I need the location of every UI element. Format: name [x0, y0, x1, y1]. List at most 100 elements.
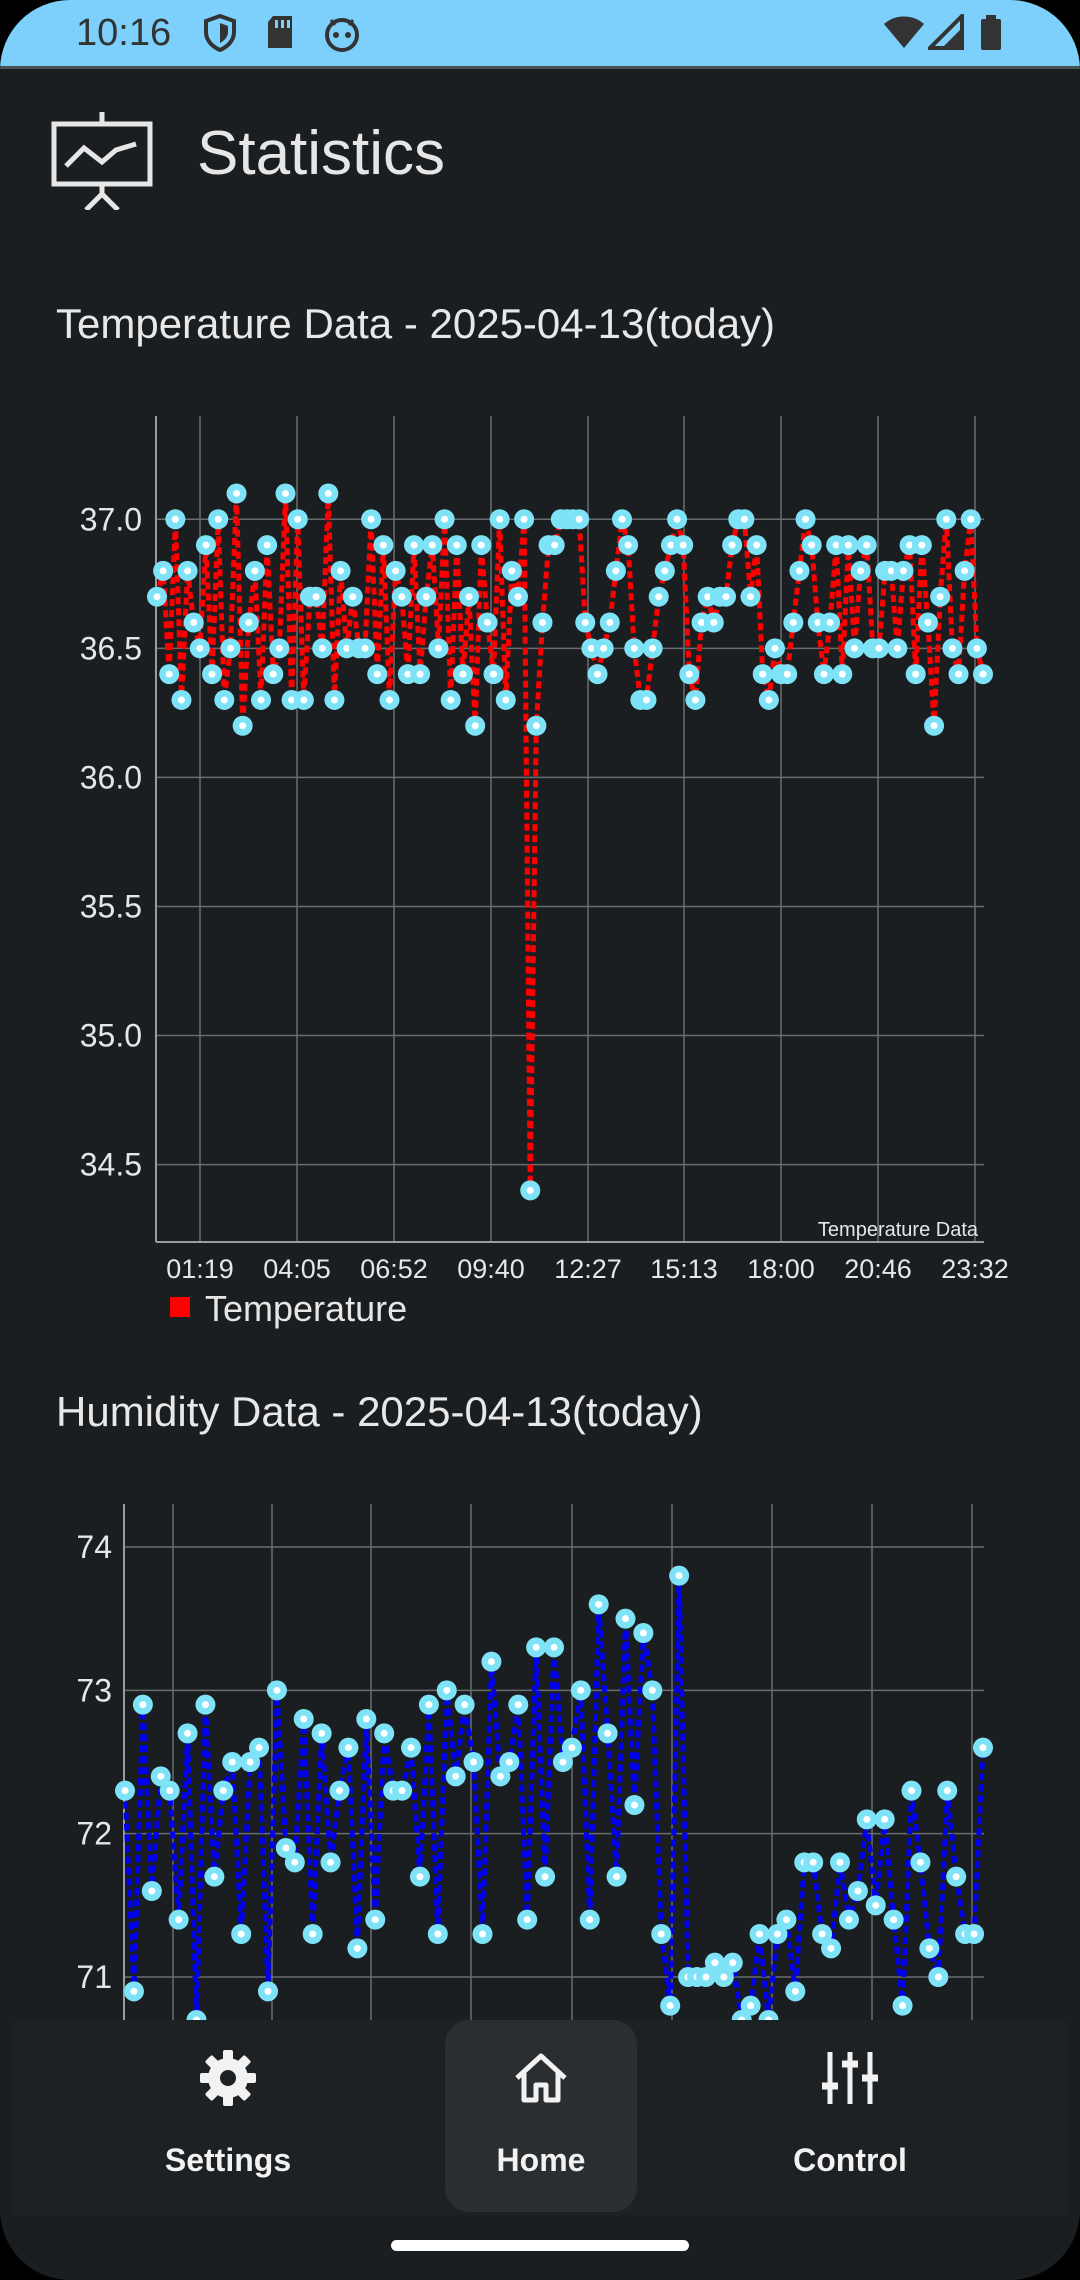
data-point-center: [906, 541, 914, 549]
temperature-chart[interactable]: 37.0 36.5 36.0 35.5 35.0 34.5 01:19 04:05 06:52 0…: [0, 400, 1080, 1340]
data-point-center: [318, 1729, 326, 1737]
data-point-center: [657, 1930, 665, 1938]
data-point-center: [398, 593, 406, 601]
data-point-center: [586, 1916, 594, 1924]
data-point-center: [854, 1887, 862, 1895]
data-point-center: [246, 1758, 254, 1766]
x-tick-label: 01:19: [166, 1254, 234, 1284]
data-point-center: [942, 515, 950, 523]
nav-home[interactable]: Home: [445, 2020, 637, 2212]
data-point-center: [541, 1873, 549, 1881]
legend-swatch: [170, 1297, 190, 1317]
data-point-center: [581, 619, 589, 626]
data-point-center: [487, 1658, 495, 1666]
data-point-center: [875, 644, 883, 652]
x-tick-label: 09:40: [457, 1254, 525, 1284]
data-point-center: [294, 515, 302, 523]
y-tick-label: 35.0: [80, 1018, 142, 1054]
y-tick-label: 36.0: [80, 759, 142, 795]
data-point-center: [890, 1916, 898, 1924]
x-tick-label: 18:00: [747, 1254, 815, 1284]
data-point-center: [827, 1944, 835, 1952]
data-point-center: [520, 515, 528, 523]
data-point-center: [202, 541, 210, 549]
chart-description: Temperature Data: [818, 1219, 979, 1241]
data-point-center: [979, 1744, 987, 1752]
app-bar: Statistics: [0, 66, 1080, 246]
gesture-handle[interactable]: [391, 2240, 689, 2251]
data-point-center: [765, 2016, 772, 2020]
x-tick-label: 04:05: [263, 1254, 331, 1284]
data-point-center: [196, 644, 204, 652]
data-point-center: [428, 541, 436, 549]
x-tick-label: 15:13: [650, 1254, 718, 1284]
data-point-center: [371, 1916, 379, 1924]
data-point-center: [245, 619, 253, 626]
data-point-center: [729, 1959, 737, 1967]
data-point-center: [795, 567, 803, 575]
data-point-center: [893, 644, 901, 652]
data-point-center: [514, 1701, 522, 1709]
data-point-center: [318, 644, 326, 652]
data-point-center: [239, 722, 247, 730]
data-point-center: [673, 515, 681, 523]
data-point-center: [166, 1787, 174, 1795]
data-point-center: [344, 1744, 352, 1752]
nav-control[interactable]: Control: [750, 2020, 950, 2215]
data-point-center: [300, 1715, 308, 1723]
nav-home-label: Home: [496, 2142, 586, 2178]
data-point-center: [175, 1916, 183, 1924]
data-point-center: [773, 1930, 781, 1938]
data-point-center: [808, 541, 816, 549]
data-point-center: [791, 1987, 799, 1995]
data-point-center: [398, 1787, 406, 1795]
gear-icon: [200, 2050, 256, 2106]
data-point-center: [461, 1701, 469, 1709]
data-point-center: [410, 541, 418, 549]
data-point-center: [872, 1901, 880, 1909]
data-point-center: [237, 1930, 245, 1938]
shield-icon: [204, 14, 236, 52]
data-point-center: [622, 1615, 629, 1623]
data-point-center: [367, 515, 375, 523]
data-point-center: [809, 1858, 817, 1866]
data-point-center: [943, 1787, 951, 1795]
data-point-center: [233, 489, 241, 497]
data-point-center: [471, 722, 479, 730]
data-point: [758, 2010, 779, 2020]
data-point-center: [353, 1944, 361, 1952]
data-point-center: [416, 1873, 424, 1881]
status-time: 10:16: [76, 12, 172, 54]
data-point-center: [740, 515, 748, 523]
data-point-center: [832, 541, 840, 549]
nav-settings-label: Settings: [164, 2142, 292, 2178]
data-point-center: [441, 515, 449, 523]
data-point-center: [526, 1186, 534, 1194]
data-point-center: [324, 489, 332, 497]
data-point-center: [624, 541, 632, 549]
x-tick-label: 23:32: [941, 1254, 1009, 1284]
data-point-center: [257, 696, 265, 704]
data-point-center: [655, 593, 663, 601]
y-tick-label: 37.0: [80, 501, 142, 537]
data-point-center: [753, 541, 761, 549]
data-point-center: [459, 670, 467, 678]
data-point-center: [702, 1973, 710, 1981]
data-point-center: [685, 670, 693, 678]
data-point-center: [502, 696, 510, 704]
data-point-center: [930, 722, 938, 730]
data-point-center: [153, 593, 161, 601]
data-point-center: [273, 1686, 281, 1694]
data-point-center: [327, 1858, 335, 1866]
data-point-center: [523, 1916, 531, 1924]
data-point-center: [532, 722, 540, 730]
data-point-center: [226, 644, 234, 652]
data-point-center: [434, 644, 442, 652]
data-point-center: [336, 1787, 343, 1795]
nav-settings[interactable]: Settings: [128, 2020, 328, 2215]
data-point-center: [747, 2002, 755, 2010]
humidity-chart[interactable]: 74 73 72 71: [0, 1490, 1080, 2020]
data-point-center: [783, 670, 791, 678]
x-tick-label: 20:46: [844, 1254, 912, 1284]
humidity-chart-title: Humidity Data - 2025-04-13(today): [56, 1388, 703, 1435]
